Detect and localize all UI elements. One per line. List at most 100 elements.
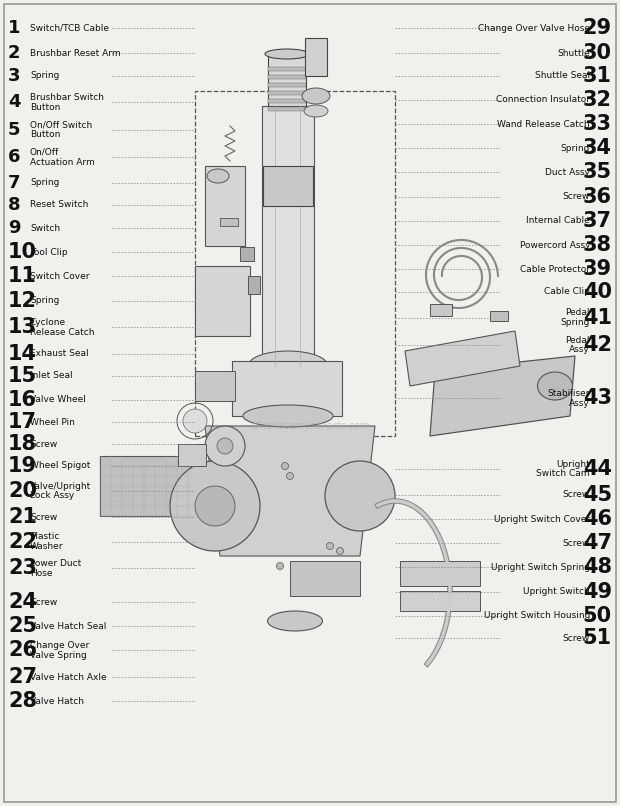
Text: Wand Release Catch: Wand Release Catch — [497, 119, 590, 129]
Text: Spring: Spring — [30, 296, 60, 305]
Circle shape — [337, 547, 343, 555]
Text: Stabiliser
Assy: Stabiliser Assy — [547, 388, 590, 408]
Circle shape — [183, 409, 207, 433]
Text: 43: 43 — [583, 388, 612, 408]
Text: 35: 35 — [583, 163, 612, 182]
Bar — [232, 361, 342, 416]
Text: 2: 2 — [8, 44, 20, 62]
Text: Tool Clip: Tool Clip — [30, 247, 68, 257]
Text: Valve Hatch: Valve Hatch — [30, 696, 84, 706]
Text: On/Off
Actuation Arm: On/Off Actuation Arm — [30, 147, 95, 167]
Text: 1: 1 — [8, 19, 20, 37]
Text: 18: 18 — [8, 434, 37, 454]
Text: 3: 3 — [8, 67, 20, 85]
Text: 11: 11 — [8, 267, 37, 286]
Text: Wheel Pin: Wheel Pin — [30, 418, 75, 427]
Text: 38: 38 — [583, 235, 612, 255]
Text: 32: 32 — [583, 90, 612, 110]
Text: Screw: Screw — [30, 513, 57, 522]
Text: 20: 20 — [8, 481, 37, 501]
Text: 23: 23 — [8, 559, 37, 578]
Text: Screw: Screw — [30, 439, 57, 449]
Circle shape — [195, 486, 235, 526]
Bar — [400, 561, 480, 586]
Text: 30: 30 — [583, 44, 612, 63]
Text: 26: 26 — [8, 641, 37, 660]
Bar — [290, 561, 360, 596]
Text: Upright Switch Housing: Upright Switch Housing — [484, 611, 590, 621]
Text: Change Over Valve Hose: Change Over Valve Hose — [478, 23, 590, 33]
Text: 37: 37 — [583, 211, 612, 231]
Bar — [268, 83, 306, 87]
Text: 25: 25 — [8, 617, 37, 636]
Bar — [430, 304, 452, 316]
Bar — [248, 276, 260, 294]
Text: Exhaust Seal: Exhaust Seal — [30, 349, 89, 359]
Text: 40: 40 — [583, 282, 612, 301]
Bar — [268, 99, 306, 103]
Text: 21: 21 — [8, 508, 37, 527]
Text: 9: 9 — [8, 219, 20, 237]
Circle shape — [217, 438, 233, 454]
Bar — [100, 456, 190, 516]
Polygon shape — [205, 166, 245, 246]
Circle shape — [281, 463, 288, 470]
Text: Cable Protector: Cable Protector — [520, 264, 590, 274]
Bar — [268, 107, 306, 111]
Circle shape — [327, 542, 334, 550]
Text: 27: 27 — [8, 667, 37, 687]
Text: 45: 45 — [583, 485, 612, 505]
Text: 17: 17 — [8, 413, 37, 432]
Bar — [268, 91, 306, 95]
Ellipse shape — [304, 105, 328, 117]
Text: Brushbar Reset Arm: Brushbar Reset Arm — [30, 48, 121, 58]
Text: Valve Hatch Seal: Valve Hatch Seal — [30, 621, 107, 631]
Text: eReplacementParts.com: eReplacementParts.com — [250, 421, 370, 431]
Text: Upright Switch: Upright Switch — [523, 587, 590, 596]
Circle shape — [286, 472, 293, 480]
Text: 31: 31 — [583, 66, 612, 85]
Text: 46: 46 — [583, 509, 612, 529]
Text: Shuttle Seal: Shuttle Seal — [535, 71, 590, 81]
Bar — [220, 218, 238, 226]
Text: Brushbar Switch
Button: Brushbar Switch Button — [30, 93, 104, 112]
Ellipse shape — [207, 169, 229, 183]
Ellipse shape — [267, 611, 322, 631]
Bar — [178, 444, 206, 466]
Text: Screw: Screw — [563, 192, 590, 202]
Bar — [268, 56, 306, 111]
Circle shape — [170, 461, 260, 551]
Text: 34: 34 — [583, 139, 612, 158]
Text: Cable Clip: Cable Clip — [544, 287, 590, 297]
Text: 42: 42 — [583, 335, 612, 355]
Bar — [490, 311, 508, 321]
Text: Plastic
Washer: Plastic Washer — [30, 532, 63, 551]
Text: Switch Cover: Switch Cover — [30, 272, 89, 281]
Polygon shape — [405, 331, 520, 386]
Text: 12: 12 — [8, 291, 37, 310]
Bar — [268, 67, 306, 71]
Circle shape — [325, 461, 395, 531]
Text: Internal Cable: Internal Cable — [526, 216, 590, 226]
Text: 16: 16 — [8, 390, 37, 409]
Text: 44: 44 — [583, 459, 612, 479]
Text: Pedal
Assy: Pedal Assy — [565, 335, 590, 355]
Bar — [305, 38, 327, 76]
Text: 29: 29 — [583, 19, 612, 38]
Ellipse shape — [538, 372, 572, 400]
Circle shape — [277, 563, 283, 570]
Text: 51: 51 — [583, 629, 612, 648]
Text: Change Over
Valve Spring: Change Over Valve Spring — [30, 641, 89, 660]
Ellipse shape — [265, 49, 309, 59]
Text: Switch: Switch — [30, 223, 60, 233]
Ellipse shape — [248, 351, 328, 381]
Text: Upright Switch Spring: Upright Switch Spring — [491, 563, 590, 572]
Text: 24: 24 — [8, 592, 37, 612]
Circle shape — [205, 426, 245, 466]
Text: 7: 7 — [8, 174, 20, 192]
Text: Shuttle: Shuttle — [557, 48, 590, 58]
Bar — [262, 106, 314, 366]
Bar — [400, 591, 480, 611]
Text: Upright
Switch Cam: Upright Switch Cam — [536, 459, 590, 479]
Text: 6: 6 — [8, 148, 20, 166]
